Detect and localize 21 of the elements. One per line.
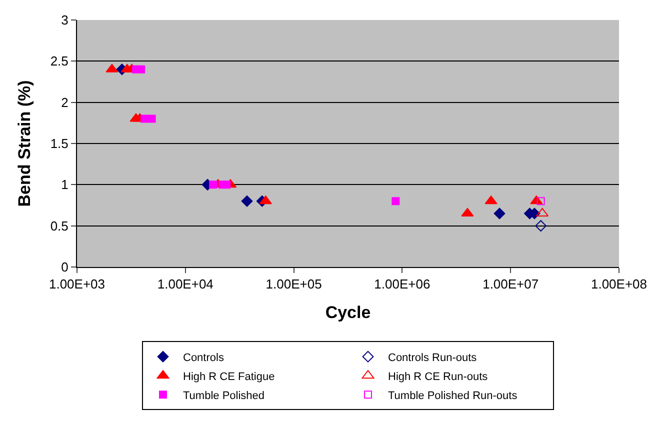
y-tick-label: 1.5 xyxy=(50,136,68,152)
x-tick-label: 1.00E+03 xyxy=(48,276,106,292)
y-axis-title: Bend Strain (%) xyxy=(14,80,34,207)
x-tick-label: 1.00E+07 xyxy=(482,276,539,292)
y-tick-label: 3 xyxy=(61,12,68,28)
legend-label: Tumble Polished Run-outs xyxy=(388,390,518,402)
x-tick-label: 1.00E+04 xyxy=(157,276,214,292)
x-tick-label: 1.00E+08 xyxy=(590,276,648,292)
x-tick-label: 1.00E+06 xyxy=(374,276,430,292)
legend-label: Controls xyxy=(183,352,224,364)
y-tick-label: 2 xyxy=(61,94,68,110)
legend-label: High R CE Run-outs xyxy=(388,370,488,383)
legend-label: High R CE Fatigue xyxy=(183,370,275,383)
legend-label: Controls Run-outs xyxy=(388,352,478,364)
y-tick-label: 0 xyxy=(61,260,68,275)
y-tick-label: 1 xyxy=(61,177,68,192)
x-tick-label: 1.00E+05 xyxy=(266,276,322,292)
y-tick-label: 2.5 xyxy=(50,54,68,69)
x-axis-title: Cycle xyxy=(325,303,371,322)
legend-label: Tumble Polished xyxy=(183,390,265,402)
y-tick-label: 0.5 xyxy=(50,218,68,234)
